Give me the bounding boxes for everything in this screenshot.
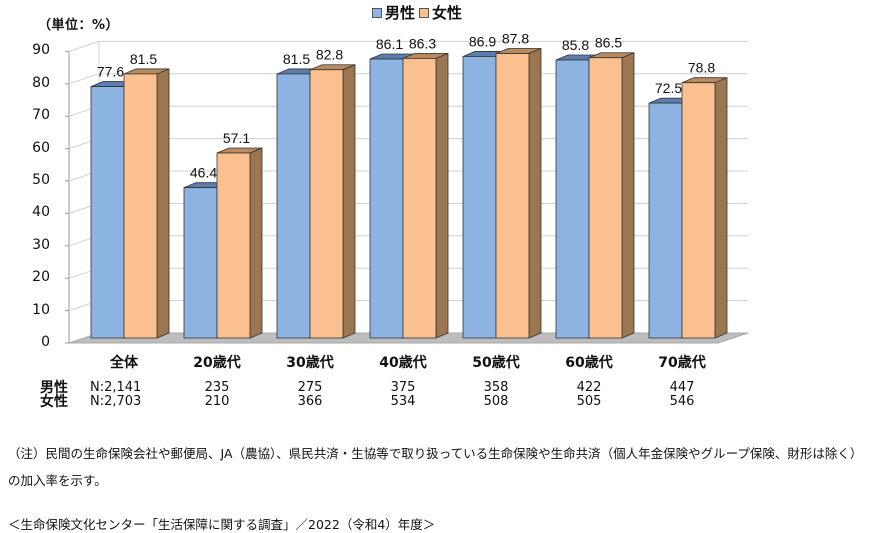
data-labels: 77.6 81.5 46.4 57.1 81.5 82.8 86.1 86.3 86.9 87.8… bbox=[97, 31, 715, 181]
y-tick-label: 60 bbox=[32, 139, 50, 156]
data-label: 46.4 bbox=[190, 165, 217, 181]
category-label: 50歳代 bbox=[472, 355, 520, 371]
y-tick-label: 50 bbox=[32, 172, 50, 188]
legend: 男性 女性 bbox=[372, 2, 466, 23]
bar-female bbox=[681, 77, 728, 339]
legend-item-male: 男性 bbox=[372, 2, 415, 23]
data-label: 86.3 bbox=[409, 35, 436, 51]
sample-size-value: 210 bbox=[204, 394, 230, 409]
data-label: 86.9 bbox=[469, 33, 496, 49]
sample-size-value: N:2,141 bbox=[90, 380, 142, 395]
bar-chart: 77.6 81.5 46.4 57.1 81.5 82.8 86.1 86.3 86.9 87.8… bbox=[65, 31, 749, 344]
bar-female bbox=[309, 64, 356, 339]
data-label: 87.8 bbox=[502, 31, 529, 47]
y-tick-label: 30 bbox=[32, 236, 50, 253]
sample-size-value: 422 bbox=[576, 380, 602, 395]
bar-female bbox=[216, 147, 263, 339]
y-tick-label: 70 bbox=[32, 107, 50, 124]
legend-label-male: 男性 bbox=[385, 4, 416, 22]
bars bbox=[90, 47, 728, 339]
category-label: 全体 bbox=[110, 355, 138, 371]
sample-size-value: 375 bbox=[390, 380, 416, 395]
sample-size-value: N:2,703 bbox=[90, 394, 142, 409]
sample-size-value: 275 bbox=[297, 380, 323, 395]
sample-size-value: 447 bbox=[669, 380, 695, 395]
category-label: 70歳代 bbox=[658, 355, 706, 371]
data-label: 78.8 bbox=[688, 60, 715, 76]
footnote: （注）民間の生命保険会社や郵便局、JA（農協）、県民共済・生協等で取り扱っている… bbox=[8, 446, 863, 488]
legend-item-female: 女性 bbox=[419, 2, 462, 23]
legend-label-female: 女性 bbox=[432, 4, 463, 22]
category-label: 60歳代 bbox=[565, 355, 613, 371]
data-label: 86.1 bbox=[376, 36, 403, 52]
y-tick-label: 40 bbox=[32, 204, 50, 221]
data-label: 81.5 bbox=[130, 51, 157, 67]
data-label: 82.8 bbox=[316, 47, 343, 63]
sample-size-value: 534 bbox=[390, 394, 416, 409]
category-label: 40歳代 bbox=[379, 355, 427, 371]
data-label: 85.8 bbox=[562, 37, 589, 53]
bar-female bbox=[123, 68, 170, 339]
unit-label: （単位：%） bbox=[38, 18, 120, 33]
bar-female bbox=[495, 47, 542, 339]
category-label: 20歳代 bbox=[193, 355, 241, 371]
sample-size-value: 508 bbox=[483, 394, 509, 409]
n-row-label-male: 男性 bbox=[40, 380, 68, 396]
sample-size-value: 235 bbox=[204, 380, 230, 395]
y-tick-label: 80 bbox=[32, 74, 50, 91]
y-tick-label: 20 bbox=[32, 269, 50, 286]
sample-size-value: 505 bbox=[576, 394, 602, 409]
sample-size-value: 358 bbox=[483, 380, 509, 395]
bar-female bbox=[402, 52, 449, 339]
y-tick-label: 0 bbox=[41, 334, 50, 350]
source-citation: ＜生命保険文化センター「生活保障に関する調査」／2022（令和4）年度＞ bbox=[8, 517, 436, 532]
sample-size-value: 546 bbox=[669, 394, 695, 409]
data-label: 57.1 bbox=[223, 130, 250, 146]
n-row-label-female: 女性 bbox=[40, 394, 68, 410]
data-label: 81.5 bbox=[283, 51, 310, 67]
sample-size-value: 366 bbox=[297, 394, 323, 409]
bar-female bbox=[588, 52, 635, 339]
data-label: 86.5 bbox=[595, 35, 622, 51]
y-tick-label: 10 bbox=[32, 301, 50, 318]
legend-swatch-male bbox=[372, 7, 382, 18]
category-label: 30歳代 bbox=[286, 355, 334, 371]
data-label: 77.6 bbox=[97, 64, 124, 80]
legend-swatch-female bbox=[419, 7, 430, 18]
data-label: 72.5 bbox=[655, 80, 682, 96]
y-tick-label: 90 bbox=[32, 42, 50, 59]
